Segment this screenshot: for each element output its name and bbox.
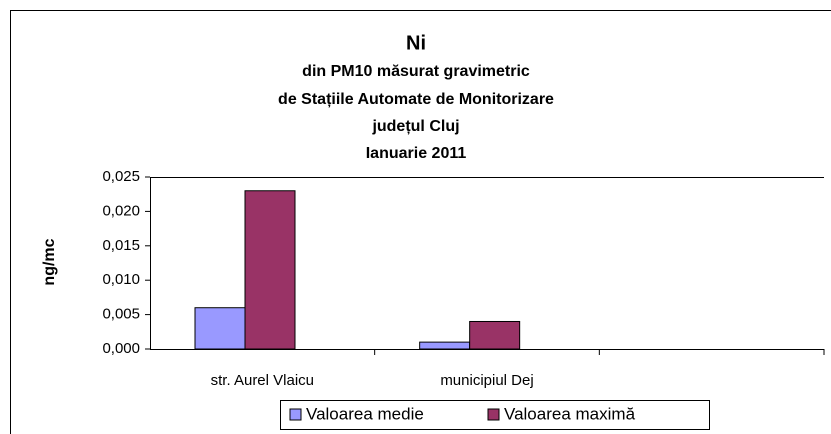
- chart-subtitle: de Stațiile Automate de Monitorizare: [278, 91, 554, 108]
- y-tick-label: 0,005: [102, 306, 140, 323]
- legend-label: Valoarea maximă: [504, 404, 636, 423]
- chart-frame: [10, 10, 831, 434]
- chart-subtitle: din PM10 măsurat gravimetric: [302, 63, 530, 80]
- chart-subtitle: Ianuarie 2011: [366, 145, 467, 162]
- legend-swatch: [289, 408, 302, 421]
- y-tick-label: 0,020: [102, 202, 140, 219]
- bar: [194, 307, 246, 350]
- bar: [469, 320, 521, 350]
- legend-label: Valoarea medie: [306, 404, 424, 423]
- bar: [419, 341, 471, 350]
- legend-swatch: [487, 408, 500, 421]
- x-tick-label: municipiul Dej: [440, 372, 533, 389]
- y-tick-label: 0,010: [102, 271, 140, 288]
- y-tick-label: 0,000: [102, 340, 140, 357]
- bar: [244, 190, 296, 350]
- y-tick-label: 0,025: [102, 168, 140, 185]
- chart-title: Ni: [406, 32, 426, 54]
- x-tick-label: str. Aurel Vlaicu: [211, 372, 314, 389]
- y-axis-label: ng/mc: [41, 238, 58, 285]
- chart-subtitle: județul Cluj: [371, 118, 459, 135]
- y-tick-label: 0,015: [102, 237, 140, 254]
